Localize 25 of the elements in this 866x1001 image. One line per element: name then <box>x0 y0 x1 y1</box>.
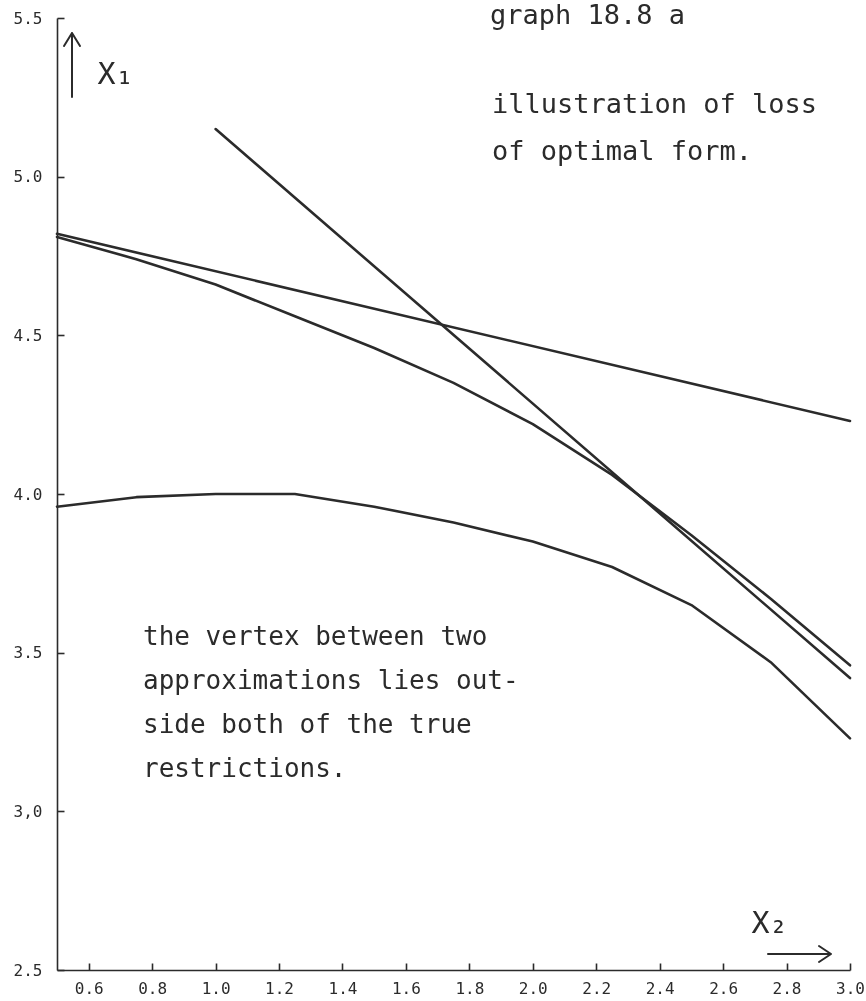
x-tick-label: 0.6 <box>74 978 104 998</box>
y-tick-label: 4.0 <box>13 484 43 504</box>
x-tick-label: 2.4 <box>645 978 675 998</box>
x-axis-title: X₂ <box>751 904 788 940</box>
y-tick-label: 3,0 <box>13 801 43 821</box>
x-tick-label: 2.2 <box>582 978 612 998</box>
x-tick-label: 0.8 <box>138 978 168 998</box>
y-tick-label: 3.5 <box>13 643 43 663</box>
x-tick-label: 2.6 <box>709 978 739 998</box>
x-tick-label: 1.8 <box>455 978 485 998</box>
y-tick-label: 4.5 <box>13 325 43 345</box>
x-tick-label: 1.2 <box>265 978 294 998</box>
text: illustration of loss of optimal form. <box>492 88 818 166</box>
y-tick-label: 5.0 <box>13 167 43 187</box>
y-tick-label: 2.5 <box>13 960 43 980</box>
x-tick-label: 1.4 <box>328 978 358 998</box>
x-tick-label: 1.6 <box>391 978 421 998</box>
y-axis-title: X₁ <box>97 55 134 91</box>
x-tick-label: 2.0 <box>518 978 548 998</box>
chart-title: graph 18.8 a <box>490 0 686 30</box>
x-tick-label: 1.0 <box>201 978 231 998</box>
annotation: the vertex between two approximations lies out- side both of the true restrictions. <box>143 621 519 783</box>
x-tick-label: 3.0 <box>836 978 865 998</box>
x-tick-label: 2.8 <box>772 978 802 998</box>
y-tick-label: 5.5 <box>13 8 43 28</box>
